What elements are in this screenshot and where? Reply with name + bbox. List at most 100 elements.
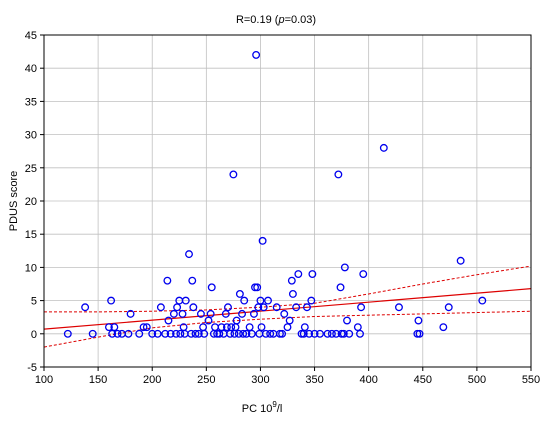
data-point bbox=[379, 143, 388, 152]
data-point bbox=[414, 316, 423, 325]
y-tick-label: 25 bbox=[25, 163, 37, 175]
y-tick-label: 40 bbox=[25, 63, 37, 75]
data-point bbox=[444, 303, 453, 312]
data-point bbox=[356, 329, 364, 338]
data-point bbox=[124, 329, 133, 338]
data-point bbox=[280, 309, 289, 318]
data-point bbox=[303, 303, 311, 312]
data-point bbox=[107, 296, 116, 305]
data-point bbox=[238, 309, 246, 318]
chart-title-part: R=0.19 ( bbox=[236, 14, 279, 26]
data-point bbox=[283, 323, 292, 332]
regression-line bbox=[43, 288, 532, 330]
data-point bbox=[339, 329, 348, 338]
data-point bbox=[81, 303, 90, 312]
data-point bbox=[250, 309, 258, 318]
data-point bbox=[142, 323, 151, 332]
data-point bbox=[224, 303, 232, 312]
data-point bbox=[234, 329, 243, 338]
grid bbox=[43, 34, 532, 368]
data-point bbox=[478, 296, 487, 305]
data-point bbox=[178, 309, 187, 318]
x-axis-label-exponent: 9 bbox=[272, 400, 277, 409]
data-point bbox=[456, 256, 465, 265]
data-point bbox=[211, 323, 219, 332]
data-point bbox=[169, 309, 178, 318]
y-tick-label: 5 bbox=[31, 296, 37, 308]
data-point bbox=[272, 303, 281, 312]
data-point bbox=[231, 323, 240, 332]
data-point bbox=[308, 270, 317, 278]
data-point bbox=[343, 316, 351, 325]
data-point bbox=[310, 329, 319, 338]
data-point bbox=[252, 50, 261, 59]
data-point bbox=[156, 303, 165, 312]
chart-title-part: =0.03) bbox=[285, 14, 317, 26]
data-point bbox=[239, 329, 248, 338]
data-point bbox=[176, 329, 185, 338]
data-point bbox=[353, 323, 362, 332]
data-point bbox=[332, 329, 341, 338]
x-tick-label: 150 bbox=[89, 374, 107, 386]
data-point bbox=[196, 309, 205, 318]
y-axis-label: PDUS score bbox=[8, 171, 20, 232]
data-point bbox=[229, 170, 238, 179]
x-tick-label: 500 bbox=[468, 374, 486, 386]
y-tick-label: 20 bbox=[25, 196, 37, 208]
data-point bbox=[316, 329, 324, 338]
data-point bbox=[163, 276, 172, 285]
data-point bbox=[307, 296, 316, 305]
x-tick-label: 550 bbox=[522, 374, 540, 386]
data-point bbox=[108, 329, 117, 338]
data-point bbox=[395, 303, 403, 312]
data-point bbox=[305, 329, 314, 338]
data-point bbox=[227, 323, 236, 332]
x-tick-label: 450 bbox=[414, 374, 432, 386]
data-point bbox=[215, 329, 224, 338]
data-point bbox=[173, 303, 182, 312]
data-point bbox=[253, 283, 262, 292]
data-point bbox=[261, 329, 270, 338]
confidence-upper bbox=[44, 265, 532, 313]
data-point bbox=[189, 303, 198, 312]
data-point bbox=[288, 290, 297, 298]
data-point bbox=[278, 329, 287, 338]
data-point bbox=[166, 329, 175, 338]
data-point bbox=[206, 309, 215, 318]
data-point bbox=[294, 270, 303, 278]
data-point bbox=[292, 303, 301, 312]
data-point bbox=[194, 329, 203, 338]
data-point bbox=[139, 323, 148, 332]
confidence-band bbox=[43, 265, 532, 348]
chart-title-p: p bbox=[277, 14, 284, 26]
y-tick-label: -5 bbox=[27, 362, 37, 374]
regression bbox=[43, 288, 532, 330]
x-tick-label: 300 bbox=[251, 374, 269, 386]
x-tick-label: 250 bbox=[197, 374, 215, 386]
data-point bbox=[104, 323, 113, 332]
x-tick-label: 350 bbox=[305, 374, 323, 386]
data-point bbox=[245, 323, 254, 332]
data-point bbox=[357, 303, 366, 312]
y-tick-label: 35 bbox=[25, 96, 37, 108]
data-point bbox=[242, 329, 251, 338]
data-point bbox=[161, 329, 170, 338]
y-tick-label: 0 bbox=[31, 329, 37, 341]
data-point bbox=[258, 236, 267, 245]
y-axis-ticks: -5 0 5 10 15 20 25 30 35 40 45 bbox=[25, 30, 44, 374]
data-point bbox=[110, 323, 119, 332]
data-point bbox=[204, 316, 213, 325]
data-point bbox=[256, 296, 265, 305]
data-point bbox=[254, 303, 263, 312]
data-point bbox=[415, 329, 424, 338]
data-point bbox=[217, 323, 226, 332]
data-point bbox=[221, 309, 230, 318]
data-point bbox=[257, 323, 266, 332]
x-tick-label: 100 bbox=[35, 374, 53, 386]
data-point bbox=[181, 296, 190, 305]
data-point bbox=[340, 263, 349, 272]
data-point bbox=[359, 270, 368, 278]
data-point bbox=[188, 276, 197, 285]
